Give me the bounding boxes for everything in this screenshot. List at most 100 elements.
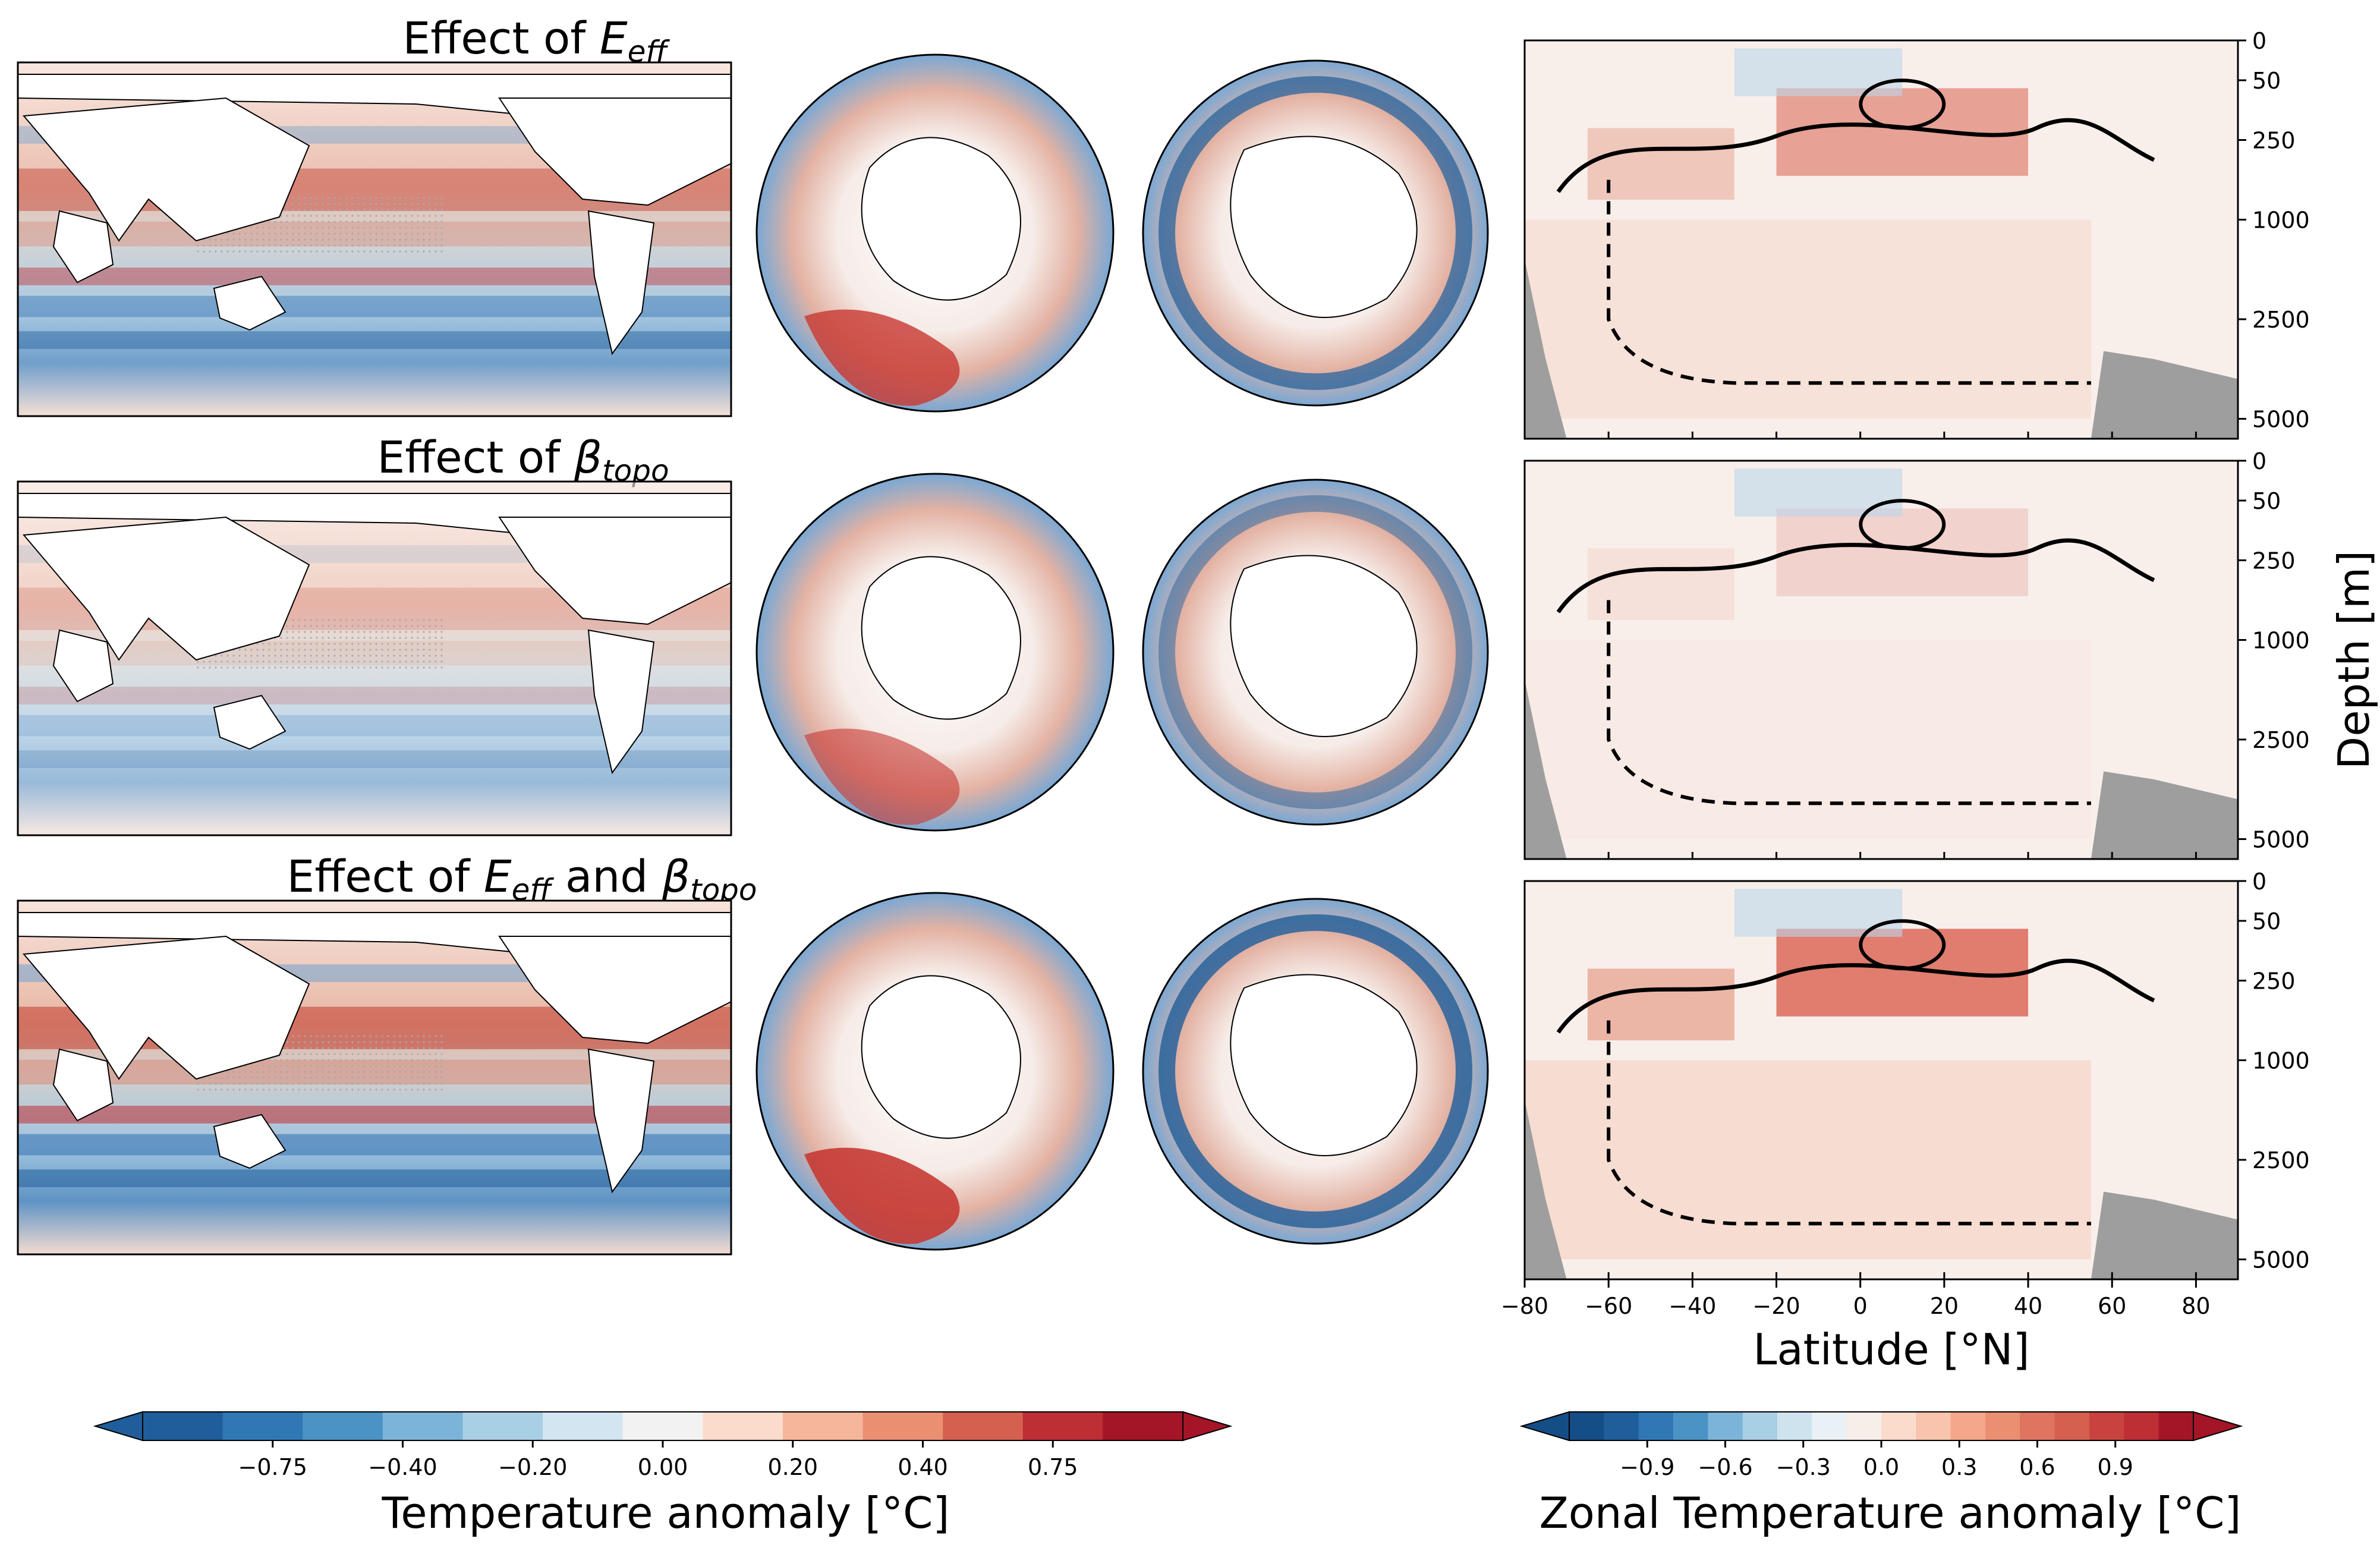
zonal-warm-south-2 bbox=[1587, 968, 1734, 1040]
x-axis-label: Latitude [°N] bbox=[1753, 1325, 2029, 1374]
zonal-warm-south-1 bbox=[1587, 548, 1734, 620]
x-axis-tick-label-6: 40 bbox=[2014, 1293, 2042, 1319]
zonal-bathymetry-south-0 bbox=[1525, 259, 1567, 439]
x-axis-tick-label-3: −20 bbox=[1752, 1293, 1800, 1319]
x-axis-tick-label-5: 20 bbox=[1930, 1293, 1959, 1319]
zonal-bathymetry-south-1 bbox=[1525, 679, 1567, 859]
colorbar-right-segment-14 bbox=[2054, 1412, 2090, 1440]
row-title-1: Effect of βtopo bbox=[377, 432, 669, 488]
colorbar-right-segment-11 bbox=[1950, 1412, 1986, 1440]
north-pole-anomaly-2 bbox=[804, 1147, 960, 1244]
colorbar-right-segment-17 bbox=[2158, 1412, 2194, 1440]
colorbar-right-tick-label-5: 0.6 bbox=[2019, 1454, 2055, 1480]
zonal-deep-1 bbox=[1525, 640, 2091, 839]
colorbar-right-segment-7 bbox=[1812, 1412, 1847, 1440]
colorbar-left-segment-4 bbox=[462, 1412, 543, 1440]
colorbar-right-segment-12 bbox=[1985, 1412, 2020, 1440]
colorbar-left-segment-2 bbox=[303, 1412, 383, 1440]
colorbar-right-tick-label-6: 0.9 bbox=[2098, 1454, 2133, 1480]
map-row-1 bbox=[17, 473, 1489, 836]
zonal-ytick-label-2-5: 5000 bbox=[2252, 1247, 2310, 1273]
x-axis-tick-label-4: 0 bbox=[1853, 1293, 1868, 1319]
colorbar-left-segment-3 bbox=[382, 1412, 463, 1440]
zonal-contour-cell-1 bbox=[1859, 499, 1946, 550]
continent-2-3 bbox=[587, 1048, 655, 1194]
north-pole-land-2 bbox=[861, 975, 1021, 1139]
zonal-ytick-label-0-3: 1000 bbox=[2252, 207, 2310, 234]
colorbar-left-max-arrow bbox=[1182, 1411, 1233, 1442]
zonal-section-1: 0 50 250 1000 2500 5000 bbox=[1523, 448, 2310, 860]
map-row-0 bbox=[17, 54, 1489, 417]
continent-0-1 bbox=[22, 97, 310, 242]
north-pole-land-1 bbox=[861, 556, 1021, 720]
zonal-section-0: 0 50 250 1000 2500 5000 bbox=[1523, 28, 2310, 440]
continent-0-5 bbox=[52, 210, 114, 284]
continent-0-3 bbox=[587, 210, 655, 355]
north-pole-anomaly-0 bbox=[804, 309, 960, 406]
colorbar-left-tick-label-1: −0.40 bbox=[368, 1454, 437, 1480]
colorbar-right-min-arrow bbox=[1519, 1411, 1570, 1442]
colorbar-right-segment-15 bbox=[2089, 1412, 2124, 1440]
colorbar-left-tick-label-4: 0.20 bbox=[767, 1454, 818, 1480]
zonal-ytick-label-0-2: 250 bbox=[2252, 128, 2296, 154]
colorbar-left-tick-label-6: 0.75 bbox=[1028, 1454, 1078, 1480]
zonal-cool-2 bbox=[1734, 889, 1903, 937]
zonal-ytick-label-2-4: 2500 bbox=[2252, 1147, 2310, 1174]
zonal-section-2: 0 50 250 1000 2500 5000 bbox=[1523, 869, 2310, 1281]
global-map-frame-2 bbox=[17, 899, 732, 1256]
colorbar-right-segment-8 bbox=[1846, 1412, 1882, 1440]
zonal-ytick-label-0-4: 2500 bbox=[2252, 307, 2310, 333]
map-row-2 bbox=[17, 892, 1489, 1256]
continent-1-3 bbox=[587, 629, 655, 775]
colorbar-left-segment-5 bbox=[543, 1412, 624, 1440]
zonal-frame-1 bbox=[1523, 460, 2239, 860]
colorbar-left-segment-1 bbox=[222, 1412, 303, 1440]
colorbar-right-segment-13 bbox=[2020, 1412, 2055, 1440]
colorbar-left-segment-9 bbox=[862, 1412, 943, 1440]
zonal-bathymetry-north-0 bbox=[2091, 351, 2238, 439]
north-pole-frame-2 bbox=[755, 892, 1115, 1251]
row-title-2: Effect of Eeff and βtopo bbox=[287, 851, 757, 907]
colorbar-left-segment-12 bbox=[1103, 1412, 1183, 1440]
north-pole-frame-1 bbox=[755, 473, 1115, 832]
colorbar-right-segment-4 bbox=[1708, 1412, 1743, 1440]
colorbar-right-tick-label-0: −0.9 bbox=[1620, 1454, 1674, 1480]
zonal-bathymetry-north-2 bbox=[2091, 1191, 2238, 1279]
global-map-frame-1 bbox=[17, 480, 732, 836]
colorbar-right-segment-3 bbox=[1673, 1412, 1708, 1440]
colorbar-right-max-arrow bbox=[2193, 1411, 2243, 1442]
x-axis-tick-label-0: −80 bbox=[1501, 1293, 1548, 1319]
zonal-warm-core-0 bbox=[1776, 88, 2029, 176]
colorbar-left-tick-label-5: 0.40 bbox=[898, 1454, 948, 1480]
zonal-warm-south-0 bbox=[1587, 128, 1734, 200]
colorbar-right-tick-label-3: 0.0 bbox=[1863, 1454, 1899, 1480]
colorbar-left-min-arrow bbox=[93, 1411, 143, 1442]
zonal-cool-0 bbox=[1734, 48, 1903, 96]
south-pole-land-2 bbox=[1230, 974, 1418, 1156]
colorbar-left-segment-8 bbox=[782, 1412, 864, 1440]
zonal-cool-1 bbox=[1734, 468, 1903, 517]
colorbar-left-segment-10 bbox=[943, 1412, 1024, 1440]
colorbar-right-segment-6 bbox=[1777, 1412, 1812, 1440]
zonal-ytick-label-1-0: 0 bbox=[2252, 448, 2266, 474]
colorbar-left-segment-0 bbox=[143, 1412, 223, 1440]
zonal-deep-0 bbox=[1525, 219, 2091, 419]
x-axis-tick-label-2: −40 bbox=[1668, 1293, 1716, 1319]
colorbar-right-segment-9 bbox=[1881, 1412, 1916, 1440]
zonal-frame-2 bbox=[1523, 880, 2239, 1281]
zonal-ytick-label-0-5: 5000 bbox=[2252, 407, 2310, 433]
colorbar-left-tick-label-2: −0.20 bbox=[498, 1454, 567, 1480]
zonal-ytick-label-1-4: 2500 bbox=[2252, 727, 2310, 753]
row-title-0: Effect of Eeff bbox=[403, 13, 670, 69]
continent-1-5 bbox=[52, 629, 114, 703]
continent-1-4 bbox=[213, 694, 287, 750]
colorbar-right-segment-10 bbox=[1916, 1412, 1951, 1440]
continent-2-5 bbox=[52, 1048, 114, 1122]
zonal-bathymetry-south-2 bbox=[1525, 1100, 1567, 1279]
zonal-frame-0 bbox=[1523, 39, 2239, 440]
colorbar-right-tick-label-2: −0.3 bbox=[1776, 1454, 1831, 1480]
colorbar-right-segment-16 bbox=[2124, 1412, 2159, 1440]
colorbar-right-tick-label-1: −0.6 bbox=[1698, 1454, 1752, 1480]
zonal-ytick-label-0-0: 0 bbox=[2252, 28, 2266, 54]
south-pole-ring-0 bbox=[1158, 76, 1472, 390]
